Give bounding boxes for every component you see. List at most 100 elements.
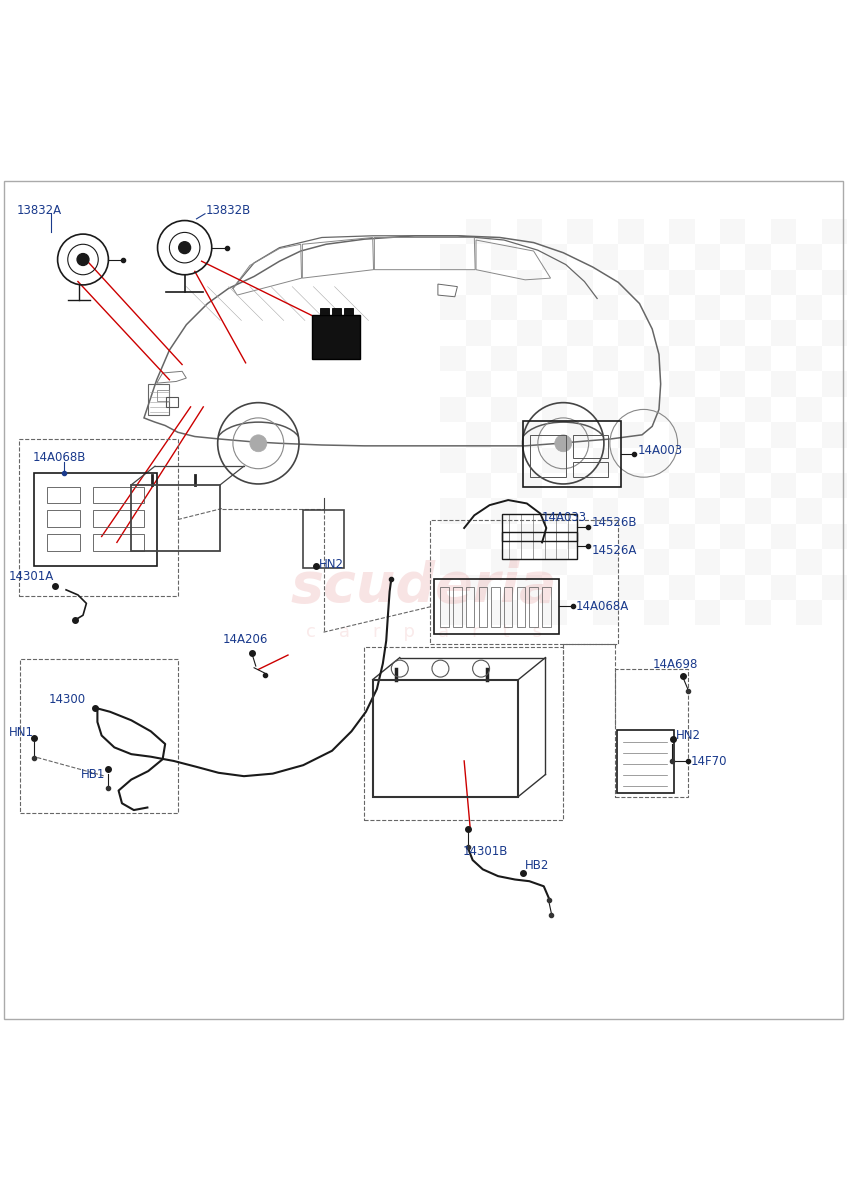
Polygon shape [618,320,644,346]
Polygon shape [517,371,542,397]
Circle shape [555,434,572,451]
Polygon shape [593,498,618,523]
Polygon shape [771,575,796,600]
Polygon shape [669,320,695,346]
Polygon shape [822,575,847,600]
Polygon shape [517,575,542,600]
Polygon shape [567,270,593,295]
Polygon shape [669,422,695,448]
Polygon shape [644,498,669,523]
Circle shape [250,434,267,451]
Polygon shape [567,523,593,550]
Polygon shape [618,270,644,295]
Polygon shape [644,346,669,371]
Polygon shape [771,218,796,245]
Text: HN2: HN2 [318,558,344,571]
Polygon shape [542,600,567,625]
Circle shape [179,241,191,253]
Text: 13832B: 13832B [206,204,251,217]
Polygon shape [440,397,466,422]
Polygon shape [720,422,745,448]
Polygon shape [796,346,822,371]
Polygon shape [312,316,360,359]
Polygon shape [644,600,669,625]
Polygon shape [822,473,847,498]
Polygon shape [466,422,491,448]
Polygon shape [720,371,745,397]
Polygon shape [593,346,618,371]
Polygon shape [771,523,796,550]
Polygon shape [542,448,567,473]
Polygon shape [320,307,329,316]
Text: 14A698: 14A698 [652,658,698,671]
Text: 14300: 14300 [49,694,86,707]
Polygon shape [695,245,720,270]
Polygon shape [669,270,695,295]
Polygon shape [344,307,353,316]
Polygon shape [466,473,491,498]
Polygon shape [720,270,745,295]
Text: HB1: HB1 [80,768,105,781]
Polygon shape [542,346,567,371]
Polygon shape [491,295,517,320]
Polygon shape [618,371,644,397]
Polygon shape [822,422,847,448]
Polygon shape [822,218,847,245]
Polygon shape [771,270,796,295]
Polygon shape [669,523,695,550]
Polygon shape [745,245,771,270]
Polygon shape [491,448,517,473]
Polygon shape [771,371,796,397]
Polygon shape [542,498,567,523]
Polygon shape [517,270,542,295]
Text: c    a    r    p    a    r    t    s: c a r p a r t s [306,623,541,641]
Polygon shape [669,371,695,397]
Polygon shape [695,550,720,575]
Polygon shape [745,600,771,625]
Text: 14A033: 14A033 [542,511,587,524]
Text: 14A206: 14A206 [223,634,268,647]
Polygon shape [440,600,466,625]
Polygon shape [567,422,593,448]
Polygon shape [466,320,491,346]
Polygon shape [593,245,618,270]
Polygon shape [796,498,822,523]
Polygon shape [491,550,517,575]
Polygon shape [542,550,567,575]
Polygon shape [644,295,669,320]
Polygon shape [440,295,466,320]
Text: 14526B: 14526B [591,516,637,529]
Polygon shape [517,320,542,346]
Polygon shape [440,346,466,371]
Polygon shape [771,473,796,498]
Polygon shape [466,575,491,600]
Polygon shape [695,498,720,523]
Polygon shape [593,397,618,422]
Polygon shape [593,295,618,320]
Polygon shape [466,218,491,245]
Polygon shape [695,295,720,320]
Circle shape [77,253,89,265]
Polygon shape [491,346,517,371]
Polygon shape [644,397,669,422]
Polygon shape [669,218,695,245]
Polygon shape [796,550,822,575]
Polygon shape [822,320,847,346]
Polygon shape [669,473,695,498]
Polygon shape [720,320,745,346]
Polygon shape [593,550,618,575]
Polygon shape [440,550,466,575]
Polygon shape [695,600,720,625]
Polygon shape [332,307,341,316]
Polygon shape [669,575,695,600]
Text: 14A003: 14A003 [638,444,683,456]
Polygon shape [567,218,593,245]
Polygon shape [644,448,669,473]
Polygon shape [517,218,542,245]
Polygon shape [542,295,567,320]
Polygon shape [771,422,796,448]
Polygon shape [593,448,618,473]
Polygon shape [567,473,593,498]
Polygon shape [796,295,822,320]
Polygon shape [517,523,542,550]
